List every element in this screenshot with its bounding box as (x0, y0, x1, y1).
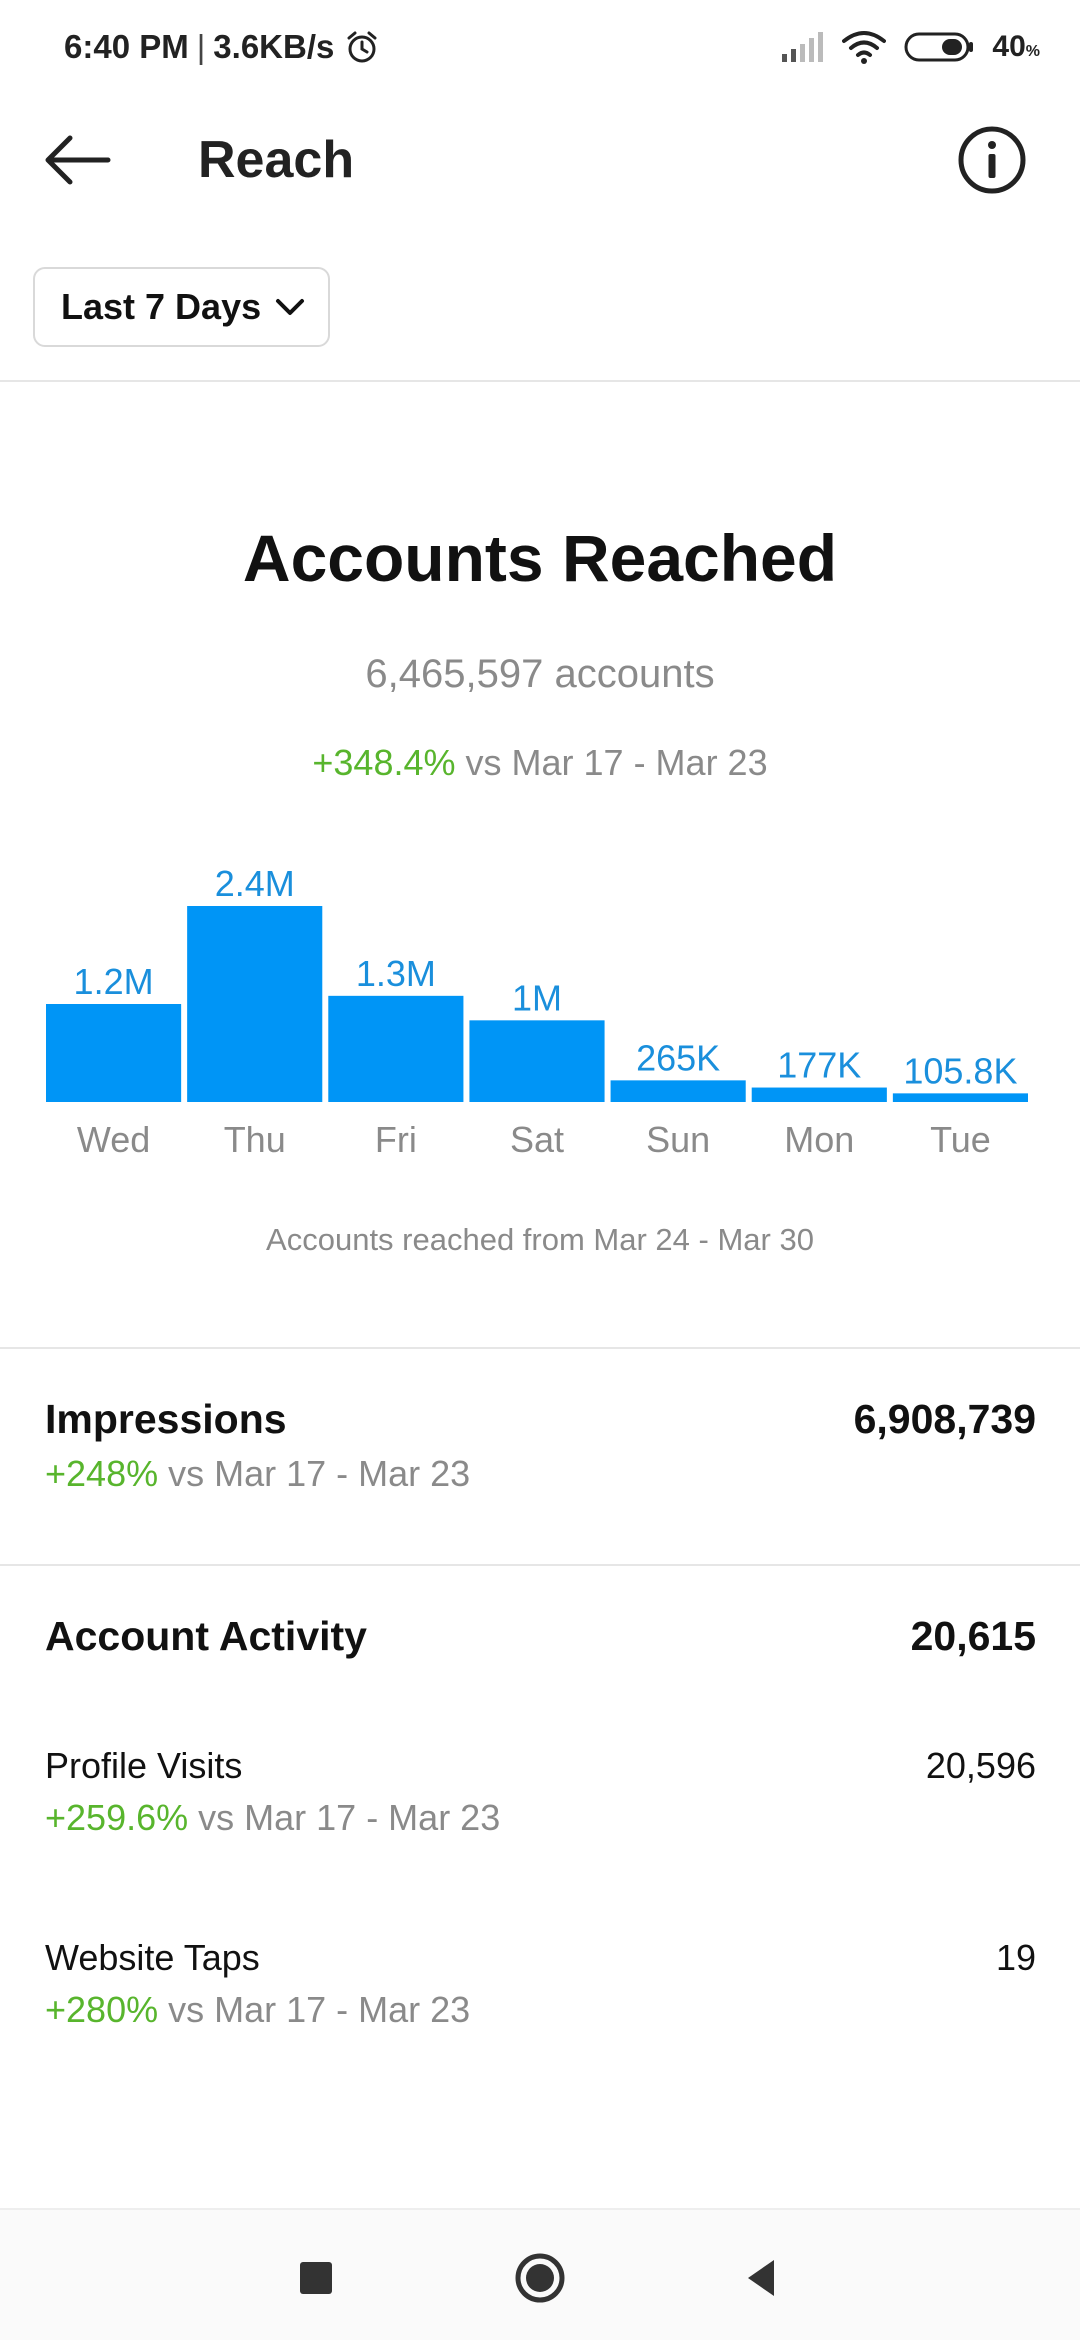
compare-range: vs Mar 17 - Mar 23 (465, 742, 768, 783)
status-right: 40% (782, 30, 1040, 64)
accounts-reached-count: 6,465,597 accounts (365, 652, 715, 696)
chart-bar-wed[interactable] (46, 1004, 182, 1102)
chart-data-label: 1M (512, 977, 562, 1018)
profile-visits-value: 20,596 (925, 1745, 1036, 1786)
account-activity-value: 20,615 (910, 1613, 1036, 1659)
chart-data-label: 105.8K (903, 1050, 1017, 1091)
divider (0, 380, 1080, 382)
info-icon[interactable] (956, 124, 1028, 196)
back-arrow-icon[interactable] (40, 128, 114, 192)
chart-data-label: 1.2M (74, 961, 154, 1002)
divider (0, 1564, 1080, 1566)
website-taps-label: Website Taps (45, 1937, 260, 1978)
status-bar: 6:40 PM | 3.6KB/s 40% (0, 0, 1080, 96)
chart-data-label: 2.4M (215, 863, 295, 904)
divider (0, 1347, 1080, 1349)
change-percent: +280% (45, 1989, 159, 2030)
compare-range: vs Mar 17 - Mar 23 (198, 1797, 501, 1838)
battery-unit: % (1025, 43, 1040, 60)
circle-icon[interactable] (512, 2250, 568, 2306)
battery-percent: 40% (992, 30, 1040, 64)
chart-category-label: Wed (77, 1119, 150, 1160)
app-header: Reach (0, 110, 1080, 210)
website-taps-change: +280% vs Mar 17 - Mar 23 (45, 1989, 470, 2031)
alarm-icon (347, 31, 377, 63)
chart-category-label: Thu (224, 1119, 286, 1160)
battery-icon (904, 32, 974, 62)
chart-data-label: 265K (636, 1037, 720, 1078)
battery-level: 40 (992, 30, 1026, 63)
reach-bar-chart: 1.2M Wed 2.4M Thu 1.3M Fri 1M Sat 265K Sun 177K Mon… (46, 863, 1028, 1160)
chart-bar-tue[interactable] (892, 1093, 1028, 1102)
wifi-icon (842, 31, 887, 64)
chart-bar-thu[interactable] (187, 906, 323, 1102)
account-activity-title: Account Activity (45, 1613, 367, 1659)
impressions-title: Impressions (45, 1396, 287, 1442)
website-taps-value: 19 (995, 1937, 1036, 1978)
chart-bar-fri[interactable] (328, 995, 464, 1102)
square-icon[interactable] (288, 2250, 344, 2306)
status-separator: | (196, 28, 206, 65)
network-speed: 3.6KB/s (213, 28, 335, 65)
impressions-value: 6,908,739 (853, 1396, 1036, 1442)
chart-category-label: Fri (375, 1119, 417, 1160)
chart-data-label: 1.3M (356, 953, 436, 994)
impressions-change: +248% vs Mar 17 - Mar 23 (45, 1453, 470, 1495)
chart-category-label: Mon (784, 1119, 854, 1160)
triangle-back-icon[interactable] (734, 2250, 790, 2306)
signal-icon (782, 32, 824, 62)
change-percent: +248% (45, 1453, 159, 1494)
compare-range: vs Mar 17 - Mar 23 (168, 1453, 471, 1494)
chart-bar-mon[interactable] (751, 1087, 887, 1102)
chart-category-label: Sat (510, 1119, 564, 1160)
page-title: Reach (198, 131, 355, 189)
chart-category-label: Tue (930, 1119, 991, 1160)
change-percent: +348.4% (312, 742, 456, 783)
accounts-reached-title: Accounts Reached (242, 521, 838, 595)
profile-visits-change: +259.6% vs Mar 17 - Mar 23 (45, 1797, 500, 1839)
profile-visits-label: Profile Visits (45, 1745, 243, 1786)
change-percent: +259.6% (45, 1797, 189, 1838)
chart-caption: Accounts reached from Mar 24 - Mar 30 (266, 1222, 814, 1257)
status-time: 6:40 PM (64, 28, 189, 65)
chart-bar-sat[interactable] (469, 1020, 605, 1102)
date-range-label: Last 7 Days (61, 286, 262, 327)
chart-data-label: 177K (777, 1045, 861, 1086)
compare-range: vs Mar 17 - Mar 23 (168, 1989, 471, 2030)
accounts-reached-change: +348.4% vs Mar 17 - Mar 23 (0, 742, 1080, 784)
chevron-down-icon (276, 299, 305, 315)
system-nav-bar (0, 2208, 1080, 2340)
date-range-dropdown[interactable]: Last 7 Days (33, 267, 330, 347)
chart-bar-sun[interactable] (610, 1080, 746, 1102)
chart-category-label: Sun (646, 1119, 710, 1160)
status-left: 6:40 PM | 3.6KB/s (64, 28, 380, 66)
